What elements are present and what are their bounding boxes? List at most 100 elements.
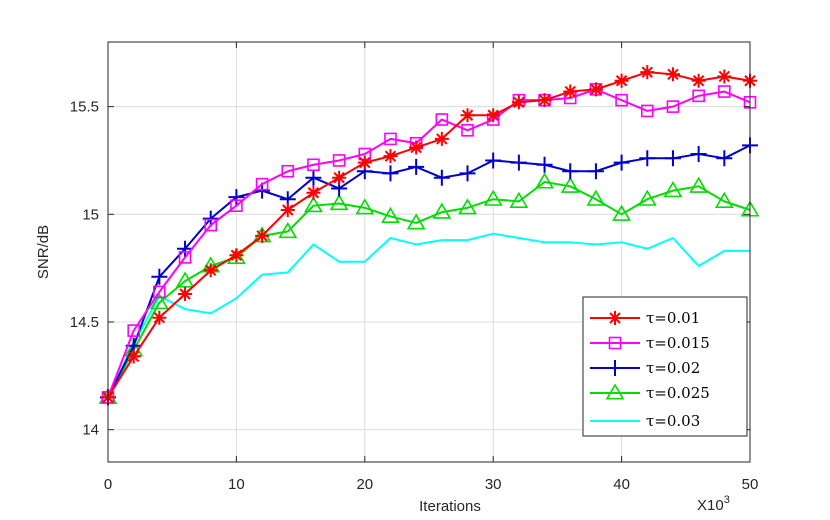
y-axis-label: SNR/dB bbox=[35, 225, 52, 279]
data-point-square bbox=[332, 154, 346, 167]
data-point-asterisk bbox=[203, 263, 218, 278]
data-point-asterisk bbox=[126, 349, 141, 364]
data-point-asterisk bbox=[640, 65, 655, 80]
legend-box bbox=[582, 296, 748, 437]
legend-entry: τ=0.03 bbox=[590, 412, 700, 430]
legend-label: τ=0.03 bbox=[646, 412, 700, 430]
x-tick-label: 10 bbox=[228, 476, 245, 493]
data-point-asterisk bbox=[486, 108, 501, 123]
data-point-triangle bbox=[605, 383, 625, 400]
data-point-triangle bbox=[355, 198, 375, 215]
data-point-triangle bbox=[663, 181, 683, 198]
data-point-plus bbox=[382, 165, 399, 182]
data-point-plus bbox=[639, 150, 656, 167]
data-point-plus bbox=[716, 150, 733, 167]
data-point-asterisk bbox=[665, 67, 680, 82]
data-point-plus bbox=[607, 360, 623, 376]
y-tick-label: 15 bbox=[82, 206, 99, 223]
x-tick-label: 20 bbox=[356, 476, 373, 493]
data-point-triangle bbox=[329, 193, 349, 211]
x-axis-multiplier-base: X10 bbox=[697, 497, 724, 514]
data-point-asterisk bbox=[357, 155, 372, 170]
data-point-square bbox=[692, 89, 705, 103]
y-tick-label: 15.5 bbox=[70, 99, 99, 116]
x-axis-multiplier: X103 bbox=[697, 494, 730, 514]
data-point-triangle bbox=[432, 202, 452, 219]
data-point-triangle bbox=[509, 191, 529, 208]
data-point-square bbox=[281, 164, 295, 178]
data-point-plus bbox=[177, 240, 194, 257]
data-point-asterisk bbox=[332, 170, 347, 185]
data-point-asterisk bbox=[152, 310, 167, 325]
data-point-asterisk bbox=[178, 287, 193, 301]
legend-label: τ=0.01 bbox=[646, 309, 700, 327]
data-point-asterisk bbox=[563, 84, 578, 99]
data-point-square bbox=[615, 93, 628, 107]
data-point-asterisk bbox=[434, 131, 449, 146]
data-point-square bbox=[640, 104, 654, 118]
x-tick-label: 50 bbox=[742, 476, 759, 493]
x-axis-label: Iterations bbox=[419, 498, 481, 515]
data-point-asterisk bbox=[614, 73, 629, 88]
data-point-square bbox=[718, 85, 731, 98]
data-point-asterisk bbox=[306, 185, 321, 200]
legend-entry: τ=0.01 bbox=[590, 309, 700, 327]
data-point-asterisk bbox=[383, 149, 398, 164]
data-point-plus bbox=[151, 268, 168, 285]
legend-entry: τ=0.02 bbox=[590, 359, 700, 377]
data-point-square bbox=[204, 218, 218, 232]
data-point-square bbox=[461, 124, 474, 137]
legend-entry: τ=0.025 bbox=[590, 383, 710, 402]
legend: τ=0.01 τ=0.015 τ=0.02 τ=0.025 τ=0.03 bbox=[582, 296, 748, 437]
data-point-asterisk bbox=[511, 95, 526, 110]
data-point-plus bbox=[587, 163, 604, 180]
data-point-square bbox=[307, 158, 320, 172]
x-tick-label: 30 bbox=[485, 476, 502, 493]
data-point-plus bbox=[562, 163, 579, 180]
legend-label: τ=0.015 bbox=[646, 334, 710, 352]
data-point-triangle bbox=[227, 247, 246, 264]
data-point-triangle bbox=[560, 176, 580, 193]
data-point-triangle bbox=[612, 204, 631, 221]
data-point-triangle bbox=[381, 206, 400, 224]
data-point-plus bbox=[536, 156, 553, 173]
series-line bbox=[107, 232, 750, 398]
data-point-plus bbox=[485, 152, 502, 169]
data-point-plus bbox=[305, 169, 322, 186]
data-point-asterisk bbox=[608, 311, 622, 325]
data-point-triangle bbox=[304, 196, 323, 213]
x-tick-label: 0 bbox=[104, 476, 112, 493]
series-4 bbox=[107, 232, 750, 398]
data-point-plus bbox=[459, 165, 476, 182]
data-point-plus bbox=[433, 169, 450, 186]
data-point-square bbox=[153, 285, 166, 299]
series-layer bbox=[98, 65, 760, 406]
data-point-plus bbox=[613, 154, 630, 171]
data-point-asterisk bbox=[255, 228, 270, 243]
data-point-triangle bbox=[149, 293, 169, 310]
x-tick-label: 40 bbox=[613, 476, 630, 493]
data-point-triangle bbox=[535, 172, 554, 189]
data-point-triangle bbox=[175, 271, 195, 288]
ticks bbox=[107, 42, 751, 462]
data-point-asterisk bbox=[460, 108, 475, 123]
data-point-triangle bbox=[689, 176, 709, 193]
data-point-triangle bbox=[458, 198, 477, 215]
data-point-square bbox=[435, 113, 449, 126]
data-point-square bbox=[384, 132, 397, 146]
data-point-plus bbox=[510, 154, 527, 171]
y-tick-label: 14 bbox=[82, 422, 99, 439]
series-line bbox=[107, 71, 751, 398]
data-point-asterisk bbox=[717, 69, 732, 84]
data-point-asterisk bbox=[588, 82, 603, 97]
data-point-plus bbox=[228, 189, 245, 206]
data-point-asterisk bbox=[691, 73, 706, 88]
data-point-square bbox=[255, 177, 269, 191]
data-point-asterisk bbox=[229, 248, 244, 263]
data-point-plus bbox=[664, 150, 681, 167]
data-point-plus bbox=[690, 146, 707, 162]
data-point-square bbox=[666, 100, 680, 113]
data-point-triangle bbox=[714, 191, 734, 208]
y-tick-label: 14.5 bbox=[70, 314, 99, 331]
